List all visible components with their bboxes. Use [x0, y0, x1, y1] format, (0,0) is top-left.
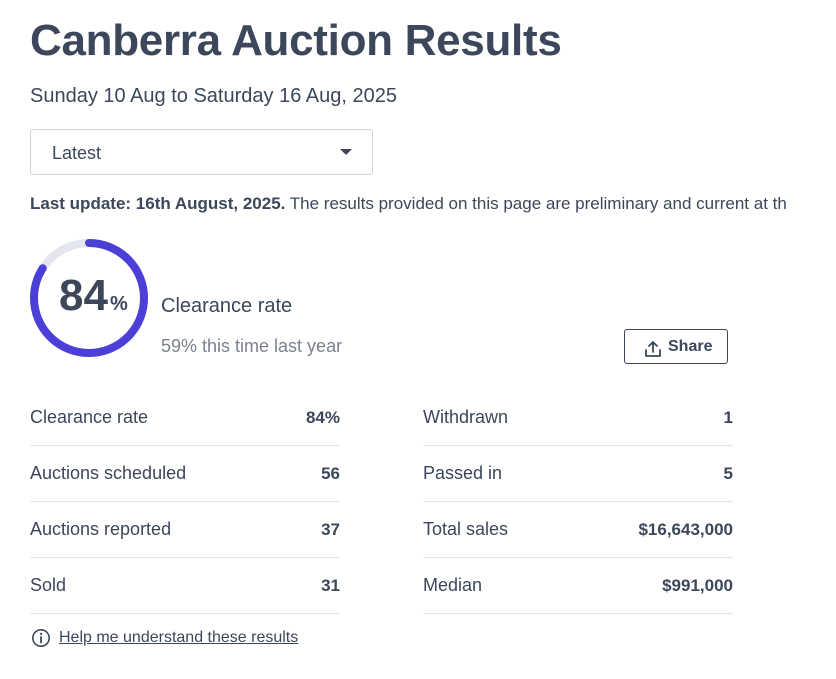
date-range: Sunday 10 Aug to Saturday 16 Aug, 2025: [30, 85, 397, 107]
stat-label: Withdrawn: [423, 407, 509, 427]
help-link-text[interactable]: Help me understand these results: [59, 629, 299, 646]
stat-row-total-sales: Total sales $16,643,000: [423, 502, 733, 558]
stat-label: Auctions scheduled: [30, 463, 187, 483]
share-button[interactable]: Share: [624, 329, 728, 364]
clearance-rate-value: 84: [59, 271, 108, 320]
stat-value: 56: [321, 463, 340, 483]
update-text: The results provided on this page are pr…: [285, 194, 787, 213]
stat-label: Sold: [30, 575, 67, 595]
info-icon: [32, 629, 50, 647]
clearance-rate-label: Clearance rate: [161, 295, 293, 317]
stat-value: 84%: [305, 407, 340, 427]
stat-label: Auctions reported: [30, 519, 172, 539]
period-select[interactable]: Latest: [30, 129, 373, 175]
stat-value: 1: [723, 407, 733, 427]
share-icon: [645, 341, 661, 357]
stat-value: 37: [321, 519, 340, 539]
period-select-value: Latest: [52, 143, 102, 163]
stat-label: Clearance rate: [30, 407, 149, 427]
share-label: Share: [668, 338, 713, 355]
stat-label: Passed in: [423, 463, 503, 483]
stat-value: 5: [723, 463, 733, 483]
chevron-down-icon: [340, 149, 352, 155]
clearance-gauge: [30, 239, 148, 357]
stat-value: 31: [321, 575, 340, 595]
stat-row-median: Median $991,000: [423, 558, 733, 614]
gauge-fill: [30, 239, 148, 357]
clearance-rate-unit: %: [110, 293, 128, 315]
last-year-comparison: 59% this time last year: [161, 336, 343, 356]
update-label: Last update: 16th August, 2025.: [30, 194, 286, 213]
page-title: Canberra Auction Results: [30, 16, 562, 65]
stats-table-left: Clearance rate 84% Auctions scheduled 56…: [30, 390, 340, 614]
update-notice: Last update: 16th August, 2025. The resu…: [30, 194, 836, 214]
stat-row-clearance-rate: Clearance rate 84%: [30, 390, 340, 446]
stat-value: $991,000: [662, 575, 733, 595]
stat-row-auctions-reported: Auctions reported 37: [30, 502, 340, 558]
stat-row-withdrawn: Withdrawn 1: [423, 390, 733, 446]
stat-row-passed-in: Passed in 5: [423, 446, 733, 502]
stat-value: $16,643,000: [638, 519, 733, 539]
stat-row-sold: Sold 31: [30, 558, 340, 614]
stat-label: Total sales: [423, 519, 509, 539]
stat-label: Median: [423, 575, 483, 595]
help-link[interactable]: Help me understand these results: [31, 628, 298, 648]
stat-row-auctions-scheduled: Auctions scheduled 56: [30, 446, 340, 502]
stats-table-right: Withdrawn 1 Passed in 5 Total sales $16,…: [423, 390, 733, 614]
